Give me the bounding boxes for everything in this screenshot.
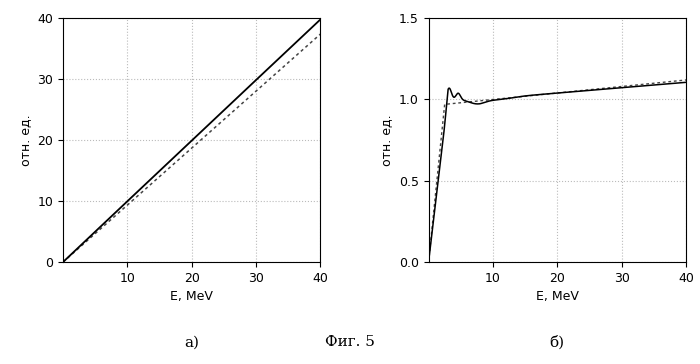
X-axis label: E, MeV: E, MeV: [170, 290, 214, 303]
Text: б): б): [550, 335, 565, 349]
Text: Фиг. 5: Фиг. 5: [325, 335, 375, 349]
Y-axis label: отн. ед.: отн. ед.: [19, 114, 32, 166]
Y-axis label: отн. ед.: отн. ед.: [380, 114, 393, 166]
Text: а): а): [184, 335, 199, 349]
X-axis label: E, MeV: E, MeV: [536, 290, 579, 303]
